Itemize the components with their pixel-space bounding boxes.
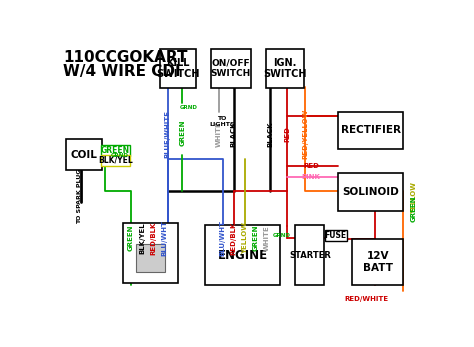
- Text: RED/YELLOW: RED/YELLOW: [302, 109, 309, 159]
- Text: 12V
BATT: 12V BATT: [363, 251, 393, 273]
- FancyBboxPatch shape: [101, 155, 130, 166]
- Text: STARTER: STARTER: [289, 251, 331, 260]
- Text: RED: RED: [303, 163, 319, 169]
- Text: YELLOW: YELLOW: [411, 182, 417, 214]
- Text: RECTIFIER: RECTIFIER: [341, 126, 401, 135]
- Text: ENGINE: ENGINE: [218, 249, 268, 262]
- Text: YELLOW: YELLOW: [242, 222, 248, 254]
- Text: GREEN: GREEN: [411, 195, 417, 222]
- Text: BLACK: BLACK: [267, 121, 273, 146]
- FancyBboxPatch shape: [325, 230, 346, 241]
- FancyBboxPatch shape: [136, 244, 164, 272]
- Text: TO SPARK PLUG: TO SPARK PLUG: [77, 169, 82, 225]
- Text: BLU/WHT: BLU/WHT: [161, 220, 167, 256]
- Text: BLUE/WHITE: BLUE/WHITE: [164, 110, 171, 158]
- Text: GREEN: GREEN: [179, 119, 185, 146]
- FancyBboxPatch shape: [337, 112, 403, 149]
- FancyBboxPatch shape: [352, 239, 403, 285]
- Text: BLU/WHT: BLU/WHT: [220, 220, 226, 256]
- FancyBboxPatch shape: [123, 223, 178, 283]
- FancyBboxPatch shape: [160, 49, 196, 87]
- Text: GREEN: GREEN: [100, 146, 130, 155]
- FancyBboxPatch shape: [337, 174, 403, 211]
- Text: RED/BLK: RED/BLK: [231, 221, 237, 255]
- Text: RED/BLK: RED/BLK: [150, 221, 156, 255]
- FancyBboxPatch shape: [205, 226, 281, 285]
- FancyBboxPatch shape: [101, 144, 130, 156]
- FancyBboxPatch shape: [66, 139, 102, 170]
- Text: COIL: COIL: [71, 150, 98, 160]
- Text: BLK/YEL: BLK/YEL: [98, 156, 133, 165]
- FancyBboxPatch shape: [211, 49, 251, 87]
- Text: GRND: GRND: [273, 233, 291, 238]
- FancyBboxPatch shape: [295, 226, 325, 285]
- Text: ON/OFF
SWITCH: ON/OFF SWITCH: [211, 59, 251, 78]
- Text: CDI: CDI: [139, 248, 161, 258]
- Text: KILL
SWITCH: KILL SWITCH: [156, 58, 200, 79]
- Text: RED/WHITE: RED/WHITE: [344, 296, 388, 302]
- Text: SOLINOID: SOLINOID: [342, 187, 399, 197]
- Text: GREEN: GREEN: [128, 225, 134, 251]
- Text: WHITE: WHITE: [216, 121, 222, 147]
- Text: BLACK: BLACK: [231, 121, 237, 146]
- Text: 110CCGOKART
W/4 WIRE CDI: 110CCGOKART W/4 WIRE CDI: [63, 50, 187, 79]
- Text: GRND: GRND: [180, 105, 198, 110]
- FancyBboxPatch shape: [266, 49, 304, 87]
- Text: BLK/YEL: BLK/YEL: [139, 222, 145, 254]
- Text: GREEN: GREEN: [253, 225, 259, 251]
- Text: IGN.
SWITCH: IGN. SWITCH: [264, 58, 307, 79]
- Text: GRND: GRND: [110, 153, 128, 158]
- Text: PINK: PINK: [301, 174, 320, 179]
- Text: RED: RED: [284, 126, 290, 142]
- Text: TO
LIGHTS: TO LIGHTS: [209, 116, 235, 127]
- Text: FUSE: FUSE: [325, 231, 347, 240]
- Text: WHITE: WHITE: [264, 225, 270, 251]
